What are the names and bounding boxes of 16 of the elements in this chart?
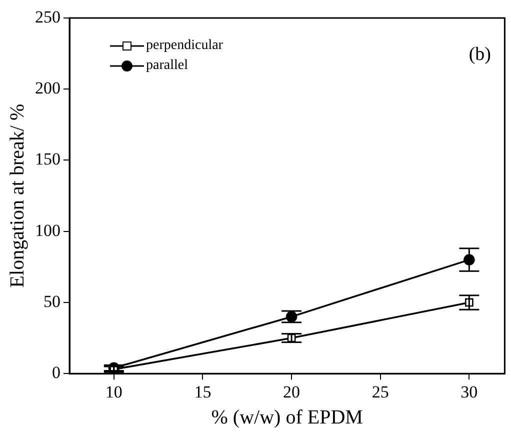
y-tick-label: 50 xyxy=(44,292,60,311)
x-tick-label: 25 xyxy=(372,382,389,402)
x-tick-label: 15 xyxy=(194,382,212,402)
y-tick-label: 250 xyxy=(35,7,60,26)
y-tick-label: 100 xyxy=(35,220,60,240)
x-tick-label: 10 xyxy=(105,382,122,402)
x-tick-label: 20 xyxy=(283,382,300,402)
y-tick-label: 0 xyxy=(52,363,60,382)
y-tick-label: 150 xyxy=(35,150,60,169)
x-axis-title: % (w/w) of EPDM xyxy=(211,406,364,428)
legend-label: parallel xyxy=(146,58,188,74)
y-axis-title: Elongation at break/ % xyxy=(6,104,28,288)
x-tick-label: 30 xyxy=(460,382,478,402)
y-tick-label: 200 xyxy=(35,78,60,98)
legend-label: perpendicular xyxy=(146,38,223,54)
annotation: (b) xyxy=(468,44,491,66)
